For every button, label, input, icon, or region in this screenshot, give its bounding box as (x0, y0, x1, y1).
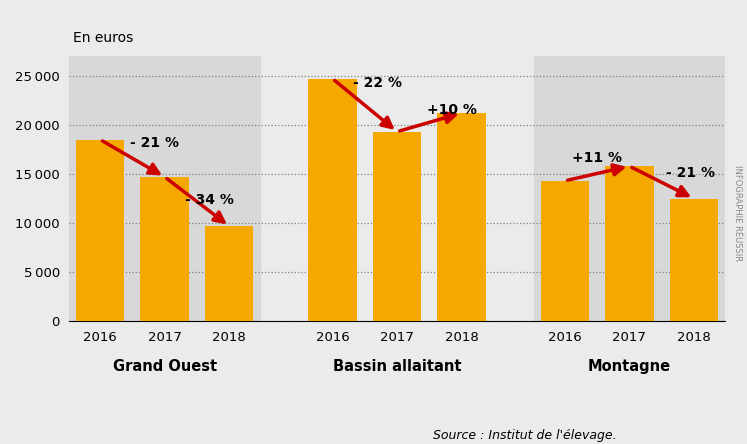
Bar (302, 56, 492, 321)
Bar (69, 56, 260, 321)
Bar (76, 139, 124, 321)
Bar (309, 79, 356, 321)
Text: - 21 %: - 21 % (666, 166, 715, 180)
Text: INFOGRAPHIE RÉUSSIR: INFOGRAPHIE RÉUSSIR (733, 165, 742, 261)
Bar (605, 166, 654, 321)
Text: Bassin allaitant: Bassin allaitant (332, 359, 461, 374)
Bar (205, 226, 253, 321)
Bar (140, 177, 189, 321)
Bar (373, 132, 421, 321)
Text: +10 %: +10 % (427, 103, 477, 118)
Text: +11 %: +11 % (572, 151, 622, 165)
Bar (534, 56, 725, 321)
Bar (669, 198, 718, 321)
Text: - 22 %: - 22 % (353, 76, 402, 91)
Text: Montagne: Montagne (588, 359, 671, 374)
Text: - 34 %: - 34 % (185, 194, 235, 207)
Text: - 21 %: - 21 % (131, 136, 179, 151)
Text: Grand Ouest: Grand Ouest (113, 359, 217, 374)
Text: En euros: En euros (72, 32, 133, 45)
Text: Source : Institut de l'élevage.: Source : Institut de l'élevage. (433, 429, 617, 442)
Bar (541, 181, 589, 321)
Bar (437, 113, 486, 321)
